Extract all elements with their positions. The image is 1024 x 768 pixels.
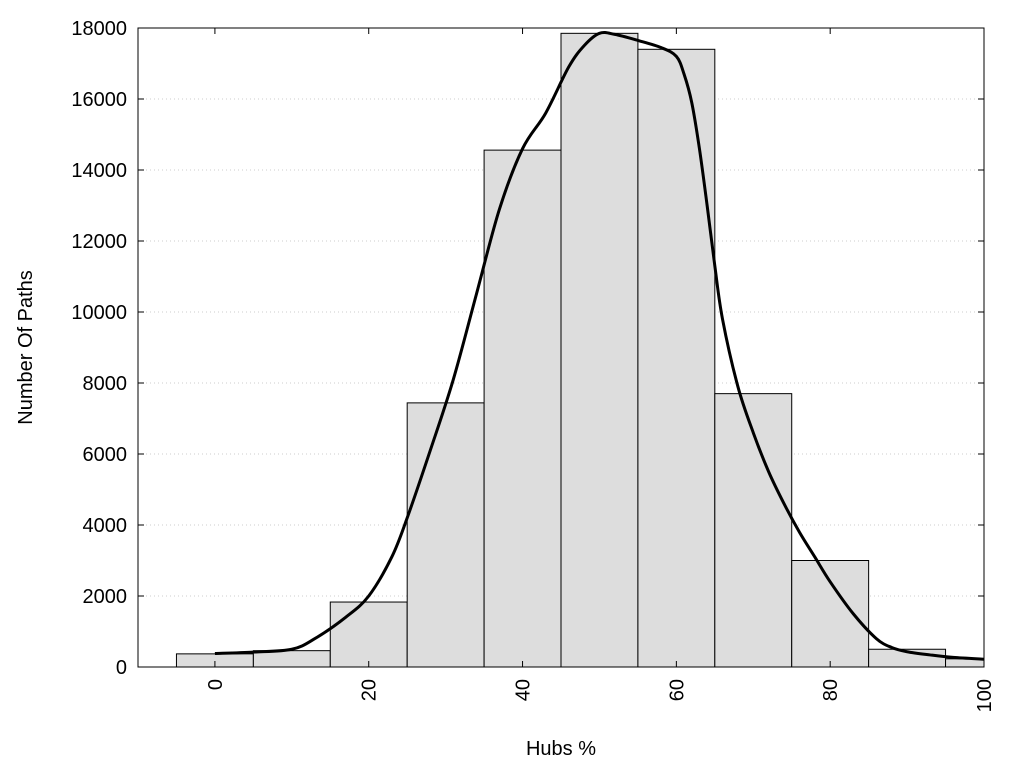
y-tick-label: 18000	[71, 18, 127, 40]
y-tick-label: 0	[116, 657, 127, 679]
x-tick-label: 20	[359, 679, 381, 701]
x-axis-title: Hubs %	[526, 738, 596, 760]
density-curve-layer	[214, 31, 985, 661]
histogram-bar	[560, 32, 639, 668]
histogram-bar	[791, 560, 870, 668]
histogram-bar	[406, 402, 485, 668]
x-tick-label: 80	[820, 679, 842, 701]
density-curve	[214, 31, 985, 661]
x-tick-label: 100	[974, 679, 996, 712]
histogram-bar	[483, 149, 562, 668]
axis-ticks: 0 2000 4000 6000 8000 10000 12000 14000 16000 180…	[71, 18, 996, 712]
y-tick-label: 14000	[71, 160, 127, 182]
gridlines	[138, 98, 984, 597]
y-tick-label: 4000	[83, 515, 128, 537]
histogram-bars	[175, 32, 985, 668]
histogram-bar	[637, 48, 716, 668]
y-tick-label: 10000	[71, 302, 127, 324]
x-tick-label: 40	[513, 679, 535, 701]
y-tick-label: 8000	[83, 373, 128, 395]
histogram-bar	[252, 650, 331, 668]
y-tick-label: 6000	[83, 444, 128, 466]
y-tick-label: 16000	[71, 89, 127, 111]
plot-frame	[137, 27, 985, 668]
y-tick-label: 12000	[71, 231, 127, 253]
x-tick-label: 0	[205, 679, 227, 690]
x-tick-label: 60	[666, 679, 688, 701]
histogram-bar	[329, 601, 408, 668]
y-tick-label: 2000	[83, 586, 128, 608]
y-axis-title: Number Of Paths	[15, 270, 37, 425]
